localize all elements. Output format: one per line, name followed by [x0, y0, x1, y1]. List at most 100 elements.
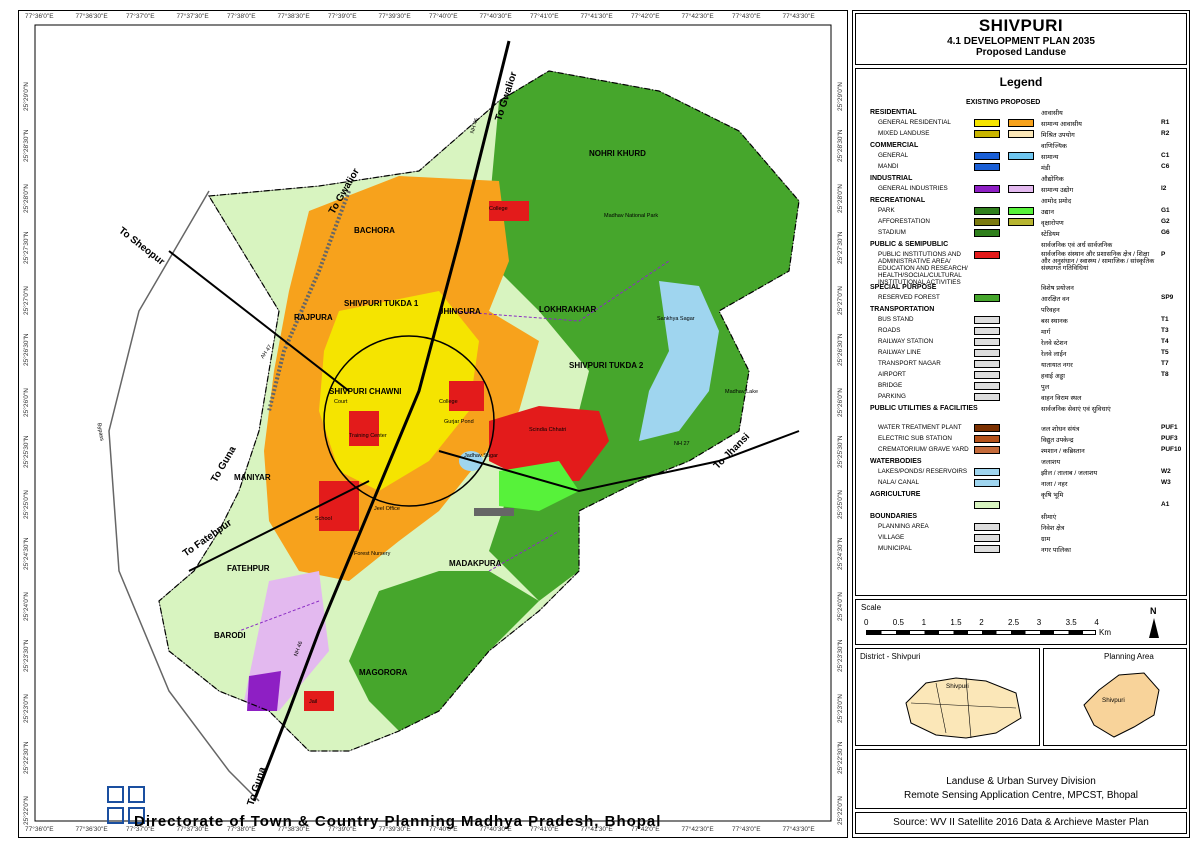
lat-tick: 25°23'0"N [23, 694, 30, 723]
scale-label: Scale [861, 603, 882, 612]
legend-section-head: TRANSPORTATION [870, 306, 935, 313]
public-block-2 [349, 411, 379, 446]
legend-columns: EXISTING PROPOSED [966, 99, 1041, 106]
legend-swatch-existing [974, 435, 1000, 443]
legend-item-hindi: सामान्य [1041, 154, 1059, 161]
legend-section-head: SPECIAL PURPOSE [870, 284, 937, 291]
place-madhav-lake: Madhav Lake [725, 389, 759, 395]
legend-swatch-existing [974, 207, 1000, 215]
lat-tick: 25°27'0"N [837, 286, 844, 315]
legend-item-code: T1 [1161, 316, 1169, 323]
lon-tick: 77°38'30"E [277, 13, 310, 20]
lat-tick: 25°23'30"N [837, 639, 844, 672]
legend-item-code: R2 [1161, 130, 1170, 137]
sankhya-sagar-lake [639, 281, 719, 441]
scale-box: Scale 0 0.5 1 1.5 2 2.5 3 3.5 4 Km N [855, 599, 1187, 645]
place-gurjar: Gurjar Pond [444, 419, 474, 425]
legend-item-hindi: वाहन विराम स्थल [1041, 395, 1082, 402]
lon-tick: 77°41'30"E [580, 13, 613, 20]
legend-section-head: RESIDENTIAL [870, 109, 917, 116]
legend-box: Legend EXISTING PROPOSED RESIDENTIAL आवास… [855, 68, 1187, 596]
place-jail: Jail [309, 699, 318, 705]
place-bachora: BACHORA [354, 226, 395, 235]
lat-tick: 25°28'30"N [23, 129, 30, 162]
legend-item-hindi: हवाई अड्डा [1041, 373, 1065, 380]
map-neatline [34, 24, 832, 822]
lon-tick: 77°39'30"E [378, 826, 411, 833]
legend-section-hindi: विशेष प्रयोजन [1041, 285, 1074, 292]
legend-item-hindi: वृक्षारोपण [1041, 220, 1064, 227]
village-boundary [238, 260, 670, 632]
landuse-map[interactable] [19, 11, 847, 837]
lon-tick: 77°39'30"E [378, 13, 411, 20]
place-madakpura: MADAKPURA [449, 559, 502, 568]
lon-tick: 77°41'0"E [530, 13, 559, 20]
road-nh27: NH 27 [674, 441, 690, 447]
legend-item-hindi: नाला / नहर [1041, 481, 1068, 488]
legend-item-hindi: स्टेडियम [1041, 231, 1060, 238]
legend-item-code: A1 [1161, 501, 1170, 508]
lat-tick: 25°22'30"N [837, 741, 844, 774]
legend-swatch-existing [974, 446, 1000, 454]
legend-swatch-existing [974, 424, 1000, 432]
fatehpur-road [188, 480, 370, 572]
legend-section-head: WATERBODIES [870, 458, 922, 465]
lon-tick: 77°40'0"E [429, 13, 458, 20]
lon-tick: 77°38'0"E [227, 826, 256, 833]
lon-tick: 77°43'30"E [782, 13, 815, 20]
airport-strip [474, 508, 514, 516]
place-jadhav: Jadhav Sagar [464, 453, 498, 459]
legend-swatch-existing [974, 501, 1000, 509]
place-fatehpur: FATEHPUR [227, 564, 270, 573]
side-panel: SHIVPURI 4.1 DEVELOPMENT PLAN 2035 Propo… [852, 10, 1190, 838]
legend-item-code: C6 [1161, 163, 1170, 170]
legend-item-label: CREMATORIUM/ GRAVE YARD [878, 446, 969, 453]
legend-swatch-existing [974, 468, 1000, 476]
place-court: Court [334, 399, 348, 405]
place-chawni: SHIVPURI CHAWNI [329, 387, 402, 396]
dtcp-logo [107, 786, 147, 826]
scale-tick: 0 [864, 618, 869, 627]
legend-item-label: PARK [878, 207, 895, 214]
inset-planning: Planning Area Shivpuri [1043, 648, 1187, 746]
legend-swatch-proposed [1008, 130, 1034, 138]
north-label: N [1150, 606, 1157, 616]
inset-district-title: District - Shivpuri [860, 652, 921, 661]
legend-item-label: BRIDGE [878, 382, 903, 389]
legend-swatch-existing [974, 338, 1000, 346]
legend-section-hindi: आमोद प्रमोद [1041, 198, 1072, 205]
lon-tick: 77°42'30"E [681, 826, 714, 833]
legend-item-code: T3 [1161, 327, 1169, 334]
legend-item-hindi: मंडी [1041, 165, 1051, 172]
legend-swatch-proposed [1008, 152, 1034, 160]
lat-tick: 25°22'30"N [23, 741, 30, 774]
lon-tick: 77°38'0"E [227, 13, 256, 20]
legend-item-hindi: सार्वजनिक संस्थान और प्रशासनिक क्षेत्र /… [1041, 251, 1155, 272]
lon-tick: 77°40'30"E [479, 826, 512, 833]
map-frame[interactable]: 77°36'0"E 77°36'30"E 77°37'0"E 77°37'30"E 77… [18, 10, 848, 838]
nh46-road [252, 40, 511, 802]
inset-district: District - Shivpuri Shivpuri [855, 648, 1040, 746]
place-rajpura: RAJPURA [294, 313, 333, 322]
planning-boundary [158, 70, 800, 752]
legend-item-hindi: रेलवे स्टेशन [1041, 340, 1068, 347]
lat-tick: 25°28'30"N [837, 129, 844, 162]
legend-item-code: PUF3 [1161, 435, 1178, 442]
lat-tick: 25°25'30"N [23, 435, 30, 468]
legend-item-code: G1 [1161, 207, 1170, 214]
legend-item-label: GENERAL RESIDENTIAL [878, 119, 951, 126]
credits-line-1: Landuse & Urban Survey Division [946, 776, 1096, 787]
legend-section-hindi: सार्वजनिक एवं अर्ध सार्वजनिक [1041, 242, 1113, 249]
place-nursery: Forest Nursery [354, 551, 391, 557]
lat-tick: 25°26'30"N [23, 333, 30, 366]
legend-item-label: AIRPORT [878, 371, 906, 378]
legend-item-hindi: रेलवे लाईन [1041, 351, 1067, 358]
legend-swatch-existing [974, 479, 1000, 487]
legend-item-code: I2 [1161, 185, 1167, 192]
place-barodi: BARODI [214, 631, 246, 640]
lat-tick: 25°28'0"N [837, 184, 844, 213]
legend-section-head: BOUNDARIES [870, 513, 918, 520]
lon-tick: 77°39'0"E [328, 13, 357, 20]
legend-item-label: BUS STAND [878, 316, 914, 323]
legend-section-hindi: कृषि भूमि [1041, 492, 1064, 499]
